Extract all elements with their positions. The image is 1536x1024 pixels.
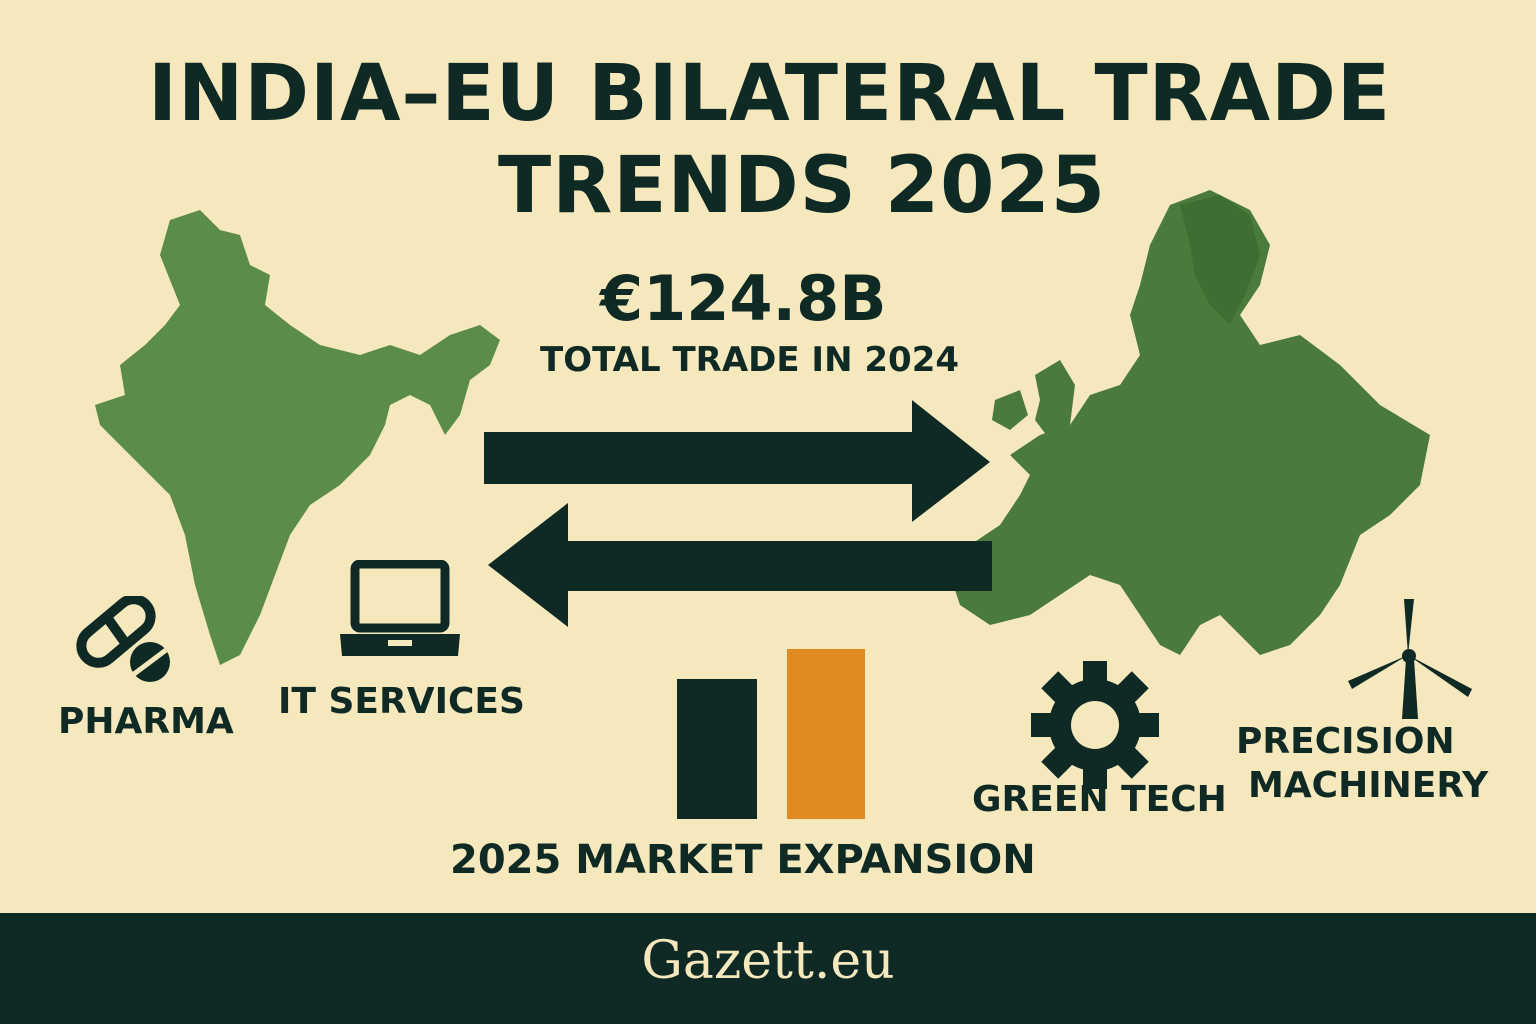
bar-orange: [787, 649, 865, 819]
sector-it-services: IT SERVICES: [278, 681, 525, 722]
sector-pharma: PHARMA: [58, 701, 234, 742]
bar-chart-icon: [677, 649, 865, 819]
laptop-icon: [340, 560, 460, 656]
arrow-right-icon: [484, 400, 990, 522]
trade-total-value: €124.8B: [600, 262, 887, 335]
europe-map-icon: [950, 190, 1430, 655]
title-line-1: INDIA–EU BILATERAL TRADE: [148, 49, 1392, 139]
gear-icon: [1031, 661, 1159, 789]
title-line-2: TRENDS 2025: [498, 141, 1106, 231]
india-map-icon: [95, 210, 500, 665]
wind-turbine-icon: [1348, 599, 1472, 719]
market-expansion-caption: 2025 MARKET EXPANSION: [450, 837, 1036, 883]
bar-dark: [677, 679, 757, 819]
sector-precision-line-1: PRECISION: [1236, 721, 1455, 762]
arrow-left-icon: [488, 503, 992, 627]
pill-icon: [76, 596, 170, 682]
sector-green-tech: GREEN TECH: [972, 779, 1227, 820]
footer-brand[interactable]: Gazett.eu: [641, 931, 895, 991]
sector-precision-line-2: MACHINERY: [1248, 765, 1489, 806]
footer-bar: Gazett.eu: [0, 913, 1536, 1024]
trade-total-caption: TOTAL TRADE IN 2024: [540, 340, 960, 380]
